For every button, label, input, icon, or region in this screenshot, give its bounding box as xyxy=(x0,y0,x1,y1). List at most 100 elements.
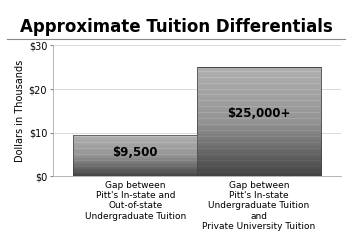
Bar xyxy=(197,174,321,175)
Bar xyxy=(197,76,321,77)
Bar xyxy=(197,160,321,161)
Bar xyxy=(197,98,321,99)
Bar xyxy=(197,149,321,150)
Bar xyxy=(197,138,321,139)
Bar xyxy=(197,170,321,171)
Bar xyxy=(197,142,321,143)
Bar xyxy=(197,87,321,88)
Bar xyxy=(197,171,321,172)
Bar xyxy=(197,111,321,112)
Bar xyxy=(197,130,321,131)
Bar xyxy=(197,118,321,119)
Bar xyxy=(197,77,321,78)
Bar xyxy=(197,73,321,74)
Bar xyxy=(197,135,321,136)
Bar xyxy=(197,142,321,143)
Bar xyxy=(197,123,321,124)
Bar xyxy=(197,80,321,81)
Bar xyxy=(197,103,321,104)
Bar xyxy=(197,67,321,176)
Bar xyxy=(197,90,321,91)
Bar xyxy=(197,110,321,111)
Bar xyxy=(197,124,321,125)
Bar xyxy=(197,84,321,85)
Bar xyxy=(197,129,321,130)
Bar xyxy=(197,120,321,121)
Bar xyxy=(197,173,321,174)
Bar xyxy=(197,104,321,105)
Bar xyxy=(197,95,321,96)
Bar xyxy=(197,101,321,102)
Bar xyxy=(197,132,321,133)
Bar xyxy=(197,165,321,166)
Bar xyxy=(197,141,321,142)
Bar xyxy=(197,102,321,103)
Bar xyxy=(197,158,321,159)
Y-axis label: Dollars in Thousands: Dollars in Thousands xyxy=(14,60,25,162)
Bar xyxy=(197,159,321,160)
Bar xyxy=(197,93,321,94)
Bar xyxy=(197,76,321,77)
Bar xyxy=(197,148,321,149)
Bar xyxy=(197,147,321,148)
Bar xyxy=(197,169,321,170)
Bar xyxy=(197,89,321,90)
Bar xyxy=(197,116,321,117)
Bar xyxy=(197,151,321,152)
Bar xyxy=(197,78,321,79)
Bar xyxy=(197,140,321,141)
Bar xyxy=(197,135,321,136)
Bar xyxy=(197,69,321,70)
Bar xyxy=(197,113,321,114)
Bar xyxy=(197,175,321,176)
Bar xyxy=(197,91,321,92)
Bar xyxy=(197,145,321,146)
Bar xyxy=(197,83,321,84)
Bar xyxy=(197,82,321,83)
Bar xyxy=(197,164,321,165)
Bar xyxy=(197,100,321,101)
Bar xyxy=(197,166,321,167)
Bar xyxy=(197,155,321,156)
Bar xyxy=(197,70,321,71)
Bar xyxy=(197,131,321,132)
Bar xyxy=(197,96,321,97)
Bar xyxy=(197,129,321,130)
Bar xyxy=(197,74,321,75)
Bar xyxy=(197,139,321,140)
Bar xyxy=(197,108,321,109)
Bar xyxy=(197,71,321,72)
Bar xyxy=(197,143,321,144)
Bar xyxy=(197,121,321,122)
Bar xyxy=(197,86,321,87)
Bar xyxy=(197,136,321,137)
Bar xyxy=(197,171,321,172)
Bar xyxy=(197,67,321,68)
Bar xyxy=(197,128,321,129)
Bar xyxy=(197,97,321,98)
Bar xyxy=(197,117,321,118)
Bar xyxy=(197,115,321,116)
Text: Approximate Tuition Differentials: Approximate Tuition Differentials xyxy=(20,18,332,36)
Bar xyxy=(197,126,321,127)
Bar xyxy=(197,106,321,107)
Bar xyxy=(197,163,321,164)
Bar xyxy=(197,79,321,80)
Bar xyxy=(197,68,321,69)
Bar xyxy=(197,157,321,158)
Bar xyxy=(197,152,321,153)
Bar xyxy=(197,81,321,82)
Bar xyxy=(197,119,321,120)
Bar xyxy=(197,155,321,156)
Bar xyxy=(197,156,321,157)
Bar xyxy=(197,106,321,107)
Text: $25,000+: $25,000+ xyxy=(227,107,291,119)
Bar xyxy=(197,148,321,149)
Bar xyxy=(74,135,197,176)
Bar xyxy=(197,125,321,126)
Bar xyxy=(197,153,321,154)
Bar xyxy=(197,89,321,90)
Bar xyxy=(197,165,321,166)
Bar xyxy=(197,125,321,126)
Bar xyxy=(197,112,321,113)
